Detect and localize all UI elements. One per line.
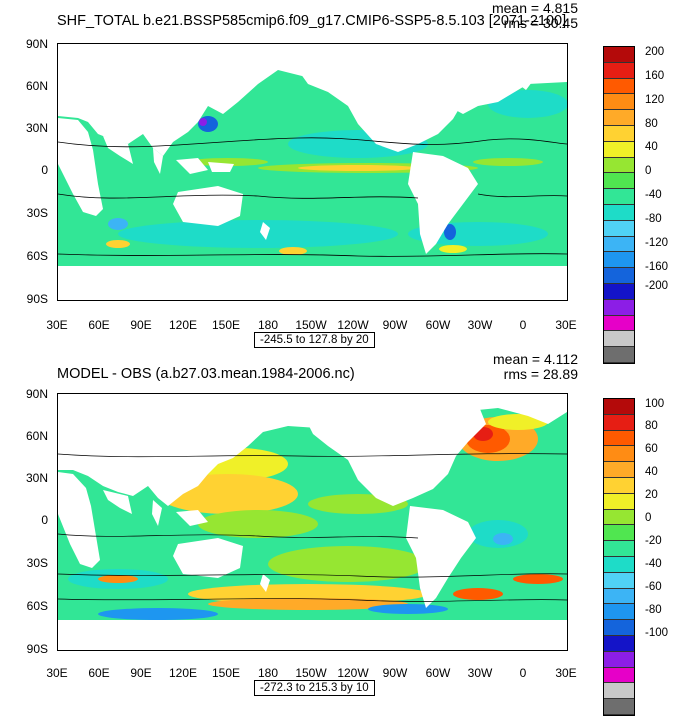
lat-label-60n: 60N: [25, 79, 48, 93]
map-plot: [57, 43, 568, 301]
lon-label: 90W: [382, 318, 408, 332]
lon-label: 60E: [88, 666, 110, 680]
rms-value: rms = 30.45: [503, 15, 578, 31]
lat-label-30n: 30N: [25, 471, 48, 485]
colorbar-label: 20: [645, 489, 658, 501]
panel-title: SHF_TOTAL b.e21.BSSP585cmip6.f09_g17.CMI…: [57, 13, 567, 29]
lat-label-0: 0: [41, 163, 48, 177]
lon-label: 0: [519, 318, 527, 332]
lat-label-60s: 60S: [26, 249, 48, 263]
lat-label-30n: 30N: [25, 121, 48, 135]
colorbar-label: 80: [645, 118, 658, 130]
lon-label: 180: [257, 318, 279, 332]
lon-label: 150E: [211, 318, 241, 332]
map-field: [58, 44, 567, 300]
colorbar-label: -100: [645, 627, 669, 639]
lat-label-60n: 60N: [25, 429, 48, 443]
colorbar-label: 40: [645, 466, 658, 478]
map-plot: [57, 393, 568, 651]
colorbar-label: 80: [645, 420, 658, 432]
colorbar-label: -40: [645, 558, 662, 570]
lat-label-90n: 90N: [25, 37, 48, 51]
colorbar-label: 200: [645, 46, 665, 58]
lon-label: 120E: [168, 318, 198, 332]
lon-label: 120W: [337, 318, 369, 332]
lon-label: 120W: [337, 666, 369, 680]
colorbar-label: 40: [645, 141, 658, 153]
lon-label: 60E: [88, 318, 110, 332]
lon-label: 60W: [425, 318, 451, 332]
colorbar-label: 0: [645, 512, 652, 524]
lon-label: 30E: [555, 666, 577, 680]
contour-range-box: -245.5 to 127.8 by 20: [254, 332, 375, 348]
lat-label-60s: 60S: [26, 599, 48, 613]
lat-label-90n: 90N: [25, 387, 48, 401]
lon-label: 150W: [295, 318, 327, 332]
lon-label: 150E: [211, 666, 241, 680]
colorbar-label: -40: [645, 189, 662, 201]
lon-label: 180: [257, 666, 279, 680]
colorbar: [603, 398, 635, 716]
lon-label: 30E: [46, 666, 68, 680]
lat-label-0: 0: [41, 513, 48, 527]
colorbar-label: 160: [645, 70, 665, 82]
lat-label-90s: 90S: [26, 292, 48, 306]
contour-range-box: -272.3 to 215.3 by 10: [254, 680, 375, 696]
colorbar-label: -60: [645, 581, 662, 593]
colorbar-label: -120: [645, 237, 669, 249]
lon-label: 30W: [467, 666, 493, 680]
lon-label: 60W: [425, 666, 451, 680]
colorbar-label: -200: [645, 280, 669, 292]
lon-label: 150W: [295, 666, 327, 680]
colorbar-label: -20: [645, 535, 662, 547]
map-field: [58, 394, 567, 650]
lat-label-30s: 30S: [26, 206, 48, 220]
colorbar: [603, 46, 635, 364]
colorbar-label: -80: [645, 213, 662, 225]
lon-label: 0: [519, 666, 527, 680]
lat-label-30s: 30S: [26, 556, 48, 570]
colorbar-label: 0: [645, 165, 652, 177]
lon-label: 30E: [555, 318, 577, 332]
lon-label: 90E: [130, 666, 152, 680]
mean-value: mean = 4.112: [493, 351, 578, 367]
colorbar-label: 100: [645, 398, 665, 410]
lon-label: 120E: [168, 666, 198, 680]
lat-label-90s: 90S: [26, 642, 48, 656]
colorbar-label: 120: [645, 94, 665, 106]
lon-label: 90E: [130, 318, 152, 332]
colorbar-label: 60: [645, 443, 658, 455]
lon-label: 30E: [46, 318, 68, 332]
lon-label: 90W: [382, 666, 408, 680]
panel-title: MODEL - OBS (a.b27.03.mean.1984-2006.nc): [57, 366, 355, 382]
colorbar-label: -80: [645, 604, 662, 616]
lon-label: 30W: [467, 318, 493, 332]
rms-value: rms = 28.89: [503, 366, 578, 382]
mean-value: mean = 4.815: [491, 0, 578, 16]
colorbar-label: -160: [645, 261, 669, 273]
